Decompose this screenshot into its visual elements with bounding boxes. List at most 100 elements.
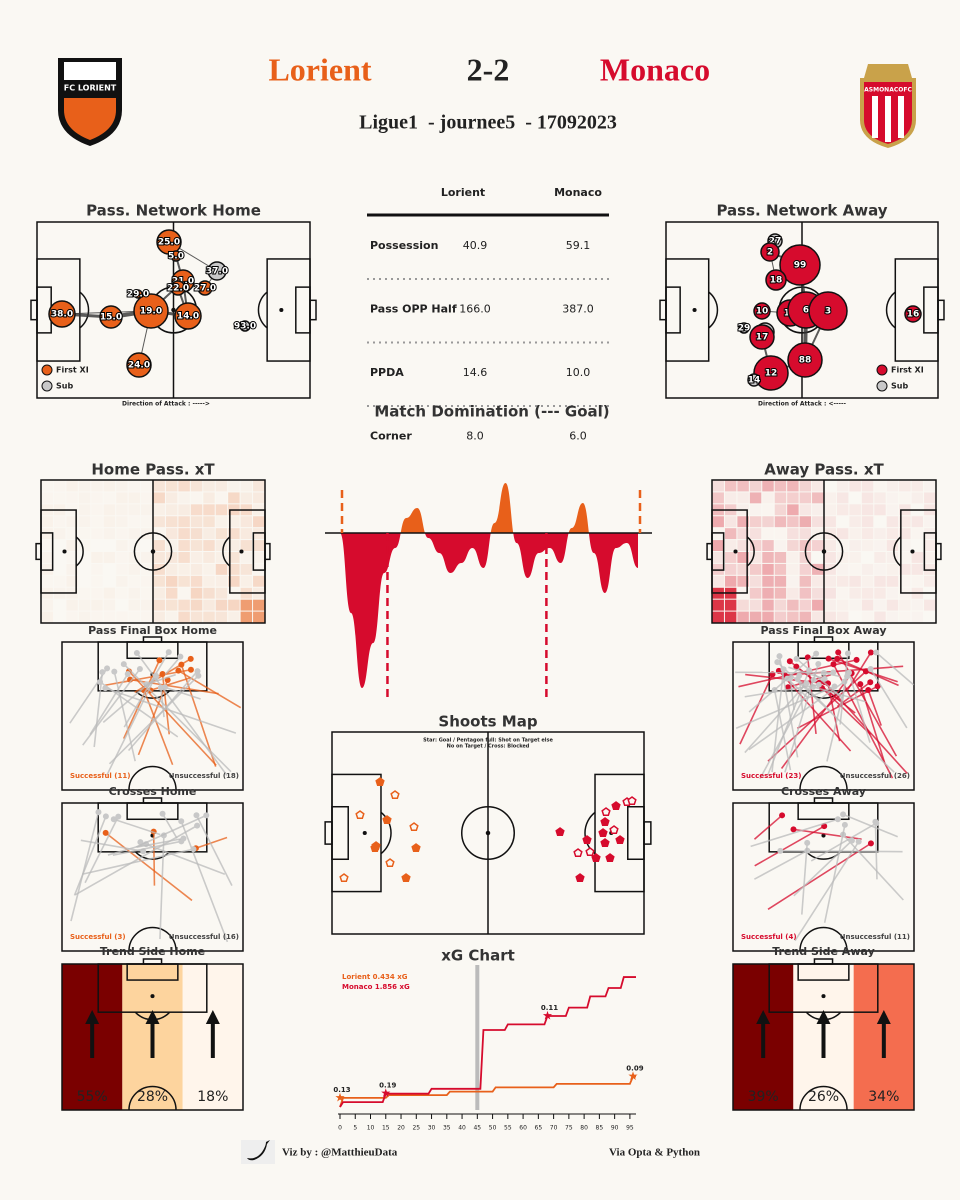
xt-cell	[712, 611, 724, 623]
xt-cell	[712, 540, 724, 551]
pass-end	[865, 686, 872, 693]
pass-end	[841, 821, 848, 828]
shot	[585, 847, 595, 856]
pass-line	[867, 689, 882, 726]
center-circle	[799, 926, 848, 952]
xt-cell	[837, 600, 848, 611]
xt-cell	[886, 528, 899, 540]
xt-cell	[215, 480, 228, 492]
pass-end	[834, 816, 841, 823]
legend-success: Successful (11)	[70, 772, 130, 780]
xt-cell	[899, 528, 911, 540]
x-tick-label: 5	[353, 1125, 357, 1132]
xt-cell	[749, 611, 762, 623]
xt-cell	[812, 540, 824, 551]
xt-cell	[153, 611, 165, 623]
xt-cell	[899, 492, 910, 503]
xt-cell	[825, 481, 836, 492]
xt-cell	[836, 611, 849, 623]
xt-cell	[749, 540, 762, 551]
xt-cell	[103, 516, 116, 528]
xt-cell	[190, 611, 203, 623]
pass-end	[178, 661, 185, 668]
xt-cell	[774, 552, 787, 563]
xt-cell	[737, 552, 749, 563]
xt-cell	[178, 528, 190, 540]
player-label: 14	[748, 376, 761, 386]
xt-cell	[91, 576, 102, 587]
xt-cell	[228, 599, 240, 611]
pass-line	[823, 824, 846, 923]
xt-cell	[775, 540, 786, 551]
xt-cell	[91, 552, 103, 563]
shot	[591, 853, 601, 862]
pass-line	[754, 849, 808, 880]
trend-arrow-head	[876, 1010, 891, 1024]
xt-cell	[178, 504, 190, 516]
x-tick-label: 65	[535, 1125, 543, 1132]
xt-cell	[874, 492, 886, 504]
xt-cell	[911, 516, 924, 528]
center-spot	[821, 549, 827, 554]
player-node	[133, 289, 143, 299]
xt-cell	[886, 575, 899, 587]
pass-end	[195, 672, 202, 679]
xt-cell	[737, 516, 749, 528]
xt-cell	[887, 588, 898, 599]
xt-cell	[825, 504, 836, 515]
xt-cell	[54, 492, 65, 503]
x-tick-label: 60	[519, 1125, 527, 1132]
xt-cell	[190, 516, 203, 528]
xt-cell	[215, 552, 228, 563]
xt-cell	[79, 564, 90, 575]
shots-note: No on Target / Cross: Blocked	[447, 744, 530, 750]
xt-cell	[79, 528, 90, 539]
xt-cell	[178, 611, 190, 623]
xg-line	[339, 976, 636, 1108]
xt-cell	[812, 492, 824, 504]
shot	[627, 796, 637, 805]
pass-end	[102, 685, 109, 692]
xt-cell	[178, 563, 190, 575]
xt-cell	[66, 612, 77, 623]
pass-line	[113, 671, 136, 762]
pass-end	[777, 847, 784, 854]
pass-end	[857, 681, 864, 688]
xt-cell	[228, 540, 240, 551]
pass-end	[855, 838, 862, 845]
xt-cell	[799, 492, 812, 504]
xt-cell	[165, 516, 178, 528]
player-label: 15.0	[100, 313, 122, 323]
xt-cell	[178, 575, 190, 587]
goal	[813, 797, 834, 804]
xt-cell	[129, 528, 140, 539]
xt-cell	[874, 504, 886, 516]
penalty-arc	[893, 536, 902, 567]
xt-cell	[861, 587, 874, 599]
legend-label: Lorient 0.434 xG	[342, 973, 408, 981]
xt-cell	[812, 587, 824, 599]
center-circle	[128, 765, 177, 791]
xt-cell	[762, 540, 774, 551]
stat-label: Pass OPP Half	[370, 303, 457, 316]
pass-end	[203, 812, 210, 819]
xt-cell	[165, 504, 178, 516]
legend-success: Successful (4)	[741, 933, 797, 941]
xt-cell	[762, 599, 774, 611]
goal	[813, 636, 834, 643]
legend-label: First XI	[891, 366, 924, 375]
xt-cell	[712, 575, 724, 587]
pass-line	[69, 667, 108, 724]
xt-cell	[178, 588, 189, 599]
xt-cell	[178, 540, 190, 551]
xt-cell	[836, 480, 849, 492]
shot	[615, 835, 625, 844]
shot	[382, 815, 392, 824]
xt-cell	[153, 587, 165, 599]
xt-cell	[874, 587, 886, 599]
xt-cell	[749, 528, 762, 540]
home-logo-flag	[64, 62, 116, 80]
xt-cell	[737, 492, 749, 504]
pass-line	[137, 679, 169, 756]
xt-cell	[203, 492, 215, 504]
